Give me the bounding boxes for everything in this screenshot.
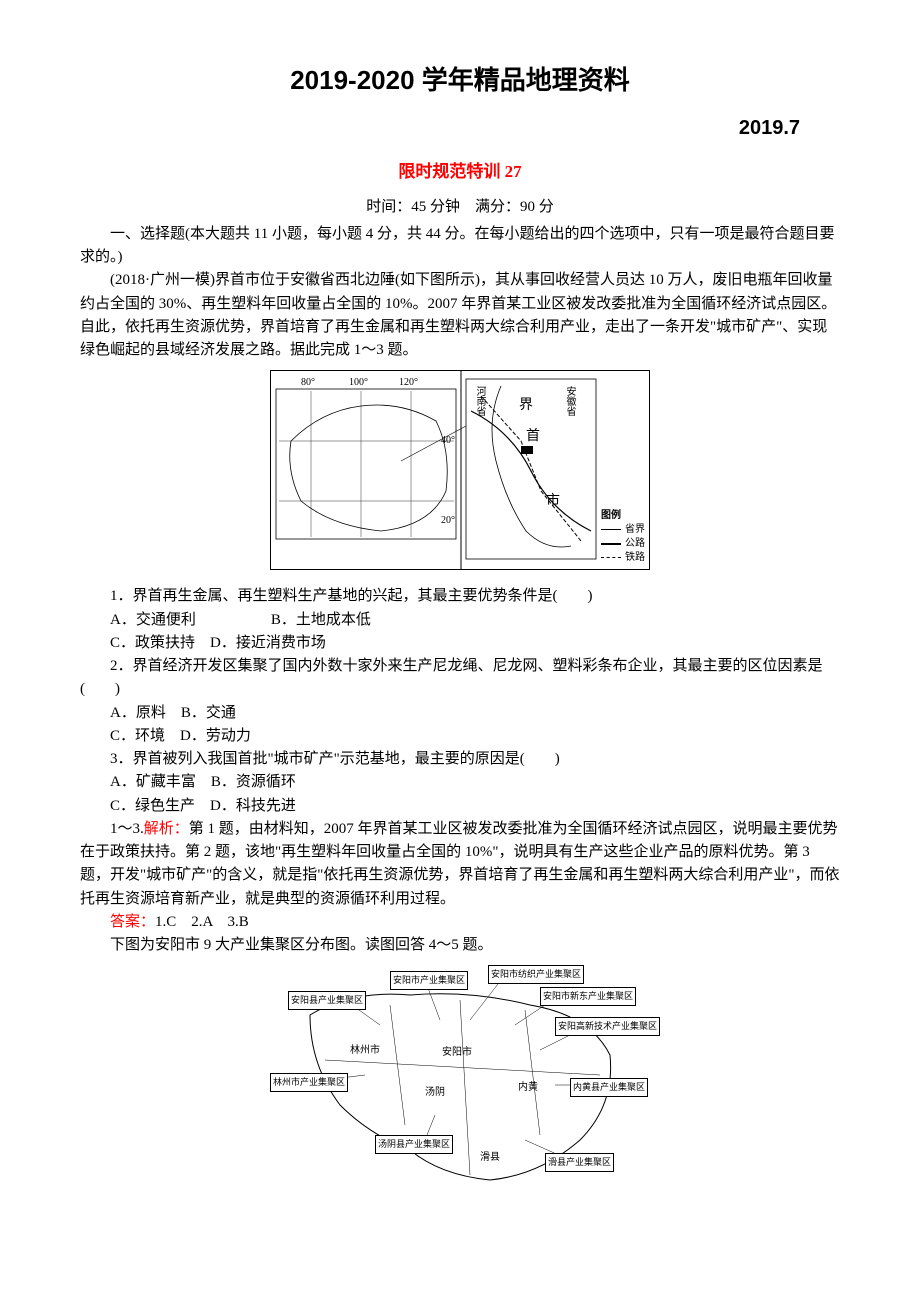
f2-label-10: 内黄县产业集聚区 [570,1078,648,1096]
f2-label-7: 林州市产业集聚区 [270,1073,348,1091]
f2-label-9: 内黄 [518,1080,538,1096]
f2-label-0: 安阳市产业集聚区 [390,971,468,989]
f2-label-3: 安阳市新东产业集聚区 [540,987,636,1005]
label-anhui: 安徽省 [561,386,577,416]
lon-120: 120° [399,375,418,391]
label-shou: 首 [526,426,540,448]
lat-20: 20° [441,513,455,529]
time-info: 时间：45 分钟 满分：90 分 [80,195,840,219]
answer-label: 答案： [110,914,155,930]
passage-2: 下图为安阳市 9 大产业集聚区分布图。读图回答 4～5 题。 [80,934,840,957]
f2-label-5: 安阳高新技术产业集聚区 [555,1017,660,1035]
f2-label-13: 滑县产业集聚区 [545,1153,614,1171]
lon-100: 100° [349,375,368,391]
legend-title: 图例 [601,509,645,523]
label-henan: 河南省 [471,386,487,416]
f2-label-12: 滑县 [480,1150,500,1166]
f2-label-4: 林州市 [350,1043,380,1059]
analysis-text: 第 1 题，由材料知，2007 年界首某工业区被发改委批准为全国循环经济试点园区… [80,821,840,907]
analysis-paragraph: 1～3.解析：第 1 题，由材料知，2007 年界首某工业区被发改委批准为全国循… [80,818,840,911]
q3-choices-row2: C．绿色生产 D．科技先进 [80,795,840,818]
q1-stem: 1．界首再生金属、再生塑料生产基地的兴起，其最主要优势条件是( ) [80,585,840,608]
figure-1-map: 80° 100° 120° 40° 20° 河南省 界 安徽省 首 市 图例 省… [270,370,650,570]
q1-choices-row2: C．政策扶持 D．接近消费市场 [80,632,840,655]
figure-1: 80° 100° 120° 40° 20° 河南省 界 安徽省 首 市 图例 省… [80,370,840,577]
main-title: 2019-2020 学年精品地理资料 [80,60,840,102]
label-jie: 界 [519,395,533,417]
f2-label-8: 汤阴 [425,1085,445,1101]
passage-1: (2018·广州一模)界首市位于安徽省西北边陲(如下图所示)，其从事回收经营人员… [80,269,840,362]
q2-stem: 2．界首经济开发区集聚了国内外数十家外来生产尼龙绳、尼龙网、塑料彩条布企业，其最… [80,655,840,702]
f2-label-2: 安阳县产业集聚区 [288,991,366,1009]
analysis-label: 解析： [144,821,189,837]
f2-label-1: 安阳市纺织产业集聚区 [488,965,584,983]
q3-stem: 3．界首被列入我国首批"城市矿产"示范基地，最主要的原因是( ) [80,748,840,771]
answer-line: 答案：1.C 2.A 3.B [80,911,840,934]
q2-choices-row1: A．原料 B．交通 [80,702,840,725]
analysis-q-label: 1～3. [110,821,144,837]
figure-1-legend: 图例 省界 公路 铁路 [601,509,645,565]
answer-text: 1.C 2.A 3.B [155,914,249,930]
figure-2: 安阳市产业集聚区 安阳市纺织产业集聚区 安阳县产业集聚区 安阳市新东产业集聚区 … [80,965,840,1203]
lon-80: 80° [301,375,315,391]
f2-label-6: 安阳市 [442,1045,472,1061]
section-title: 限时规范特训 27 [80,158,840,185]
q1-choices-row1: A．交通便利 B．土地成本低 [80,609,840,632]
figure-1-svg [271,371,649,569]
legend-item-1: 公路 [601,537,645,551]
legend-item-0: 省界 [601,523,645,537]
label-shi: 市 [546,491,560,513]
q2-choices-row2: C．环境 D．劳动力 [80,725,840,748]
q3-choices-row1: A．矿藏丰富 B．资源循环 [80,771,840,794]
lat-40: 40° [441,433,455,449]
intro-paragraph: 一、选择题(本大题共 11 小题，每小题 4 分，共 44 分。在每小题给出的四… [80,223,840,270]
legend-item-2: 铁路 [601,551,645,565]
f2-label-11: 汤阴县产业集聚区 [375,1135,453,1153]
figure-2-map: 安阳市产业集聚区 安阳市纺织产业集聚区 安阳县产业集聚区 安阳市新东产业集聚区 … [270,965,650,1195]
date-line: 2019.7 [80,112,840,144]
